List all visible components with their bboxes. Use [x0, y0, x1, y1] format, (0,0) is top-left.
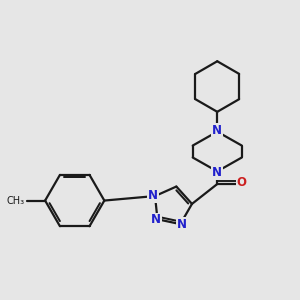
Text: N: N — [212, 166, 222, 179]
Text: N: N — [148, 189, 158, 202]
Text: N: N — [212, 124, 222, 137]
Text: O: O — [236, 176, 246, 189]
Text: N: N — [177, 218, 187, 231]
Text: N: N — [151, 214, 161, 226]
Text: CH₃: CH₃ — [6, 196, 24, 206]
